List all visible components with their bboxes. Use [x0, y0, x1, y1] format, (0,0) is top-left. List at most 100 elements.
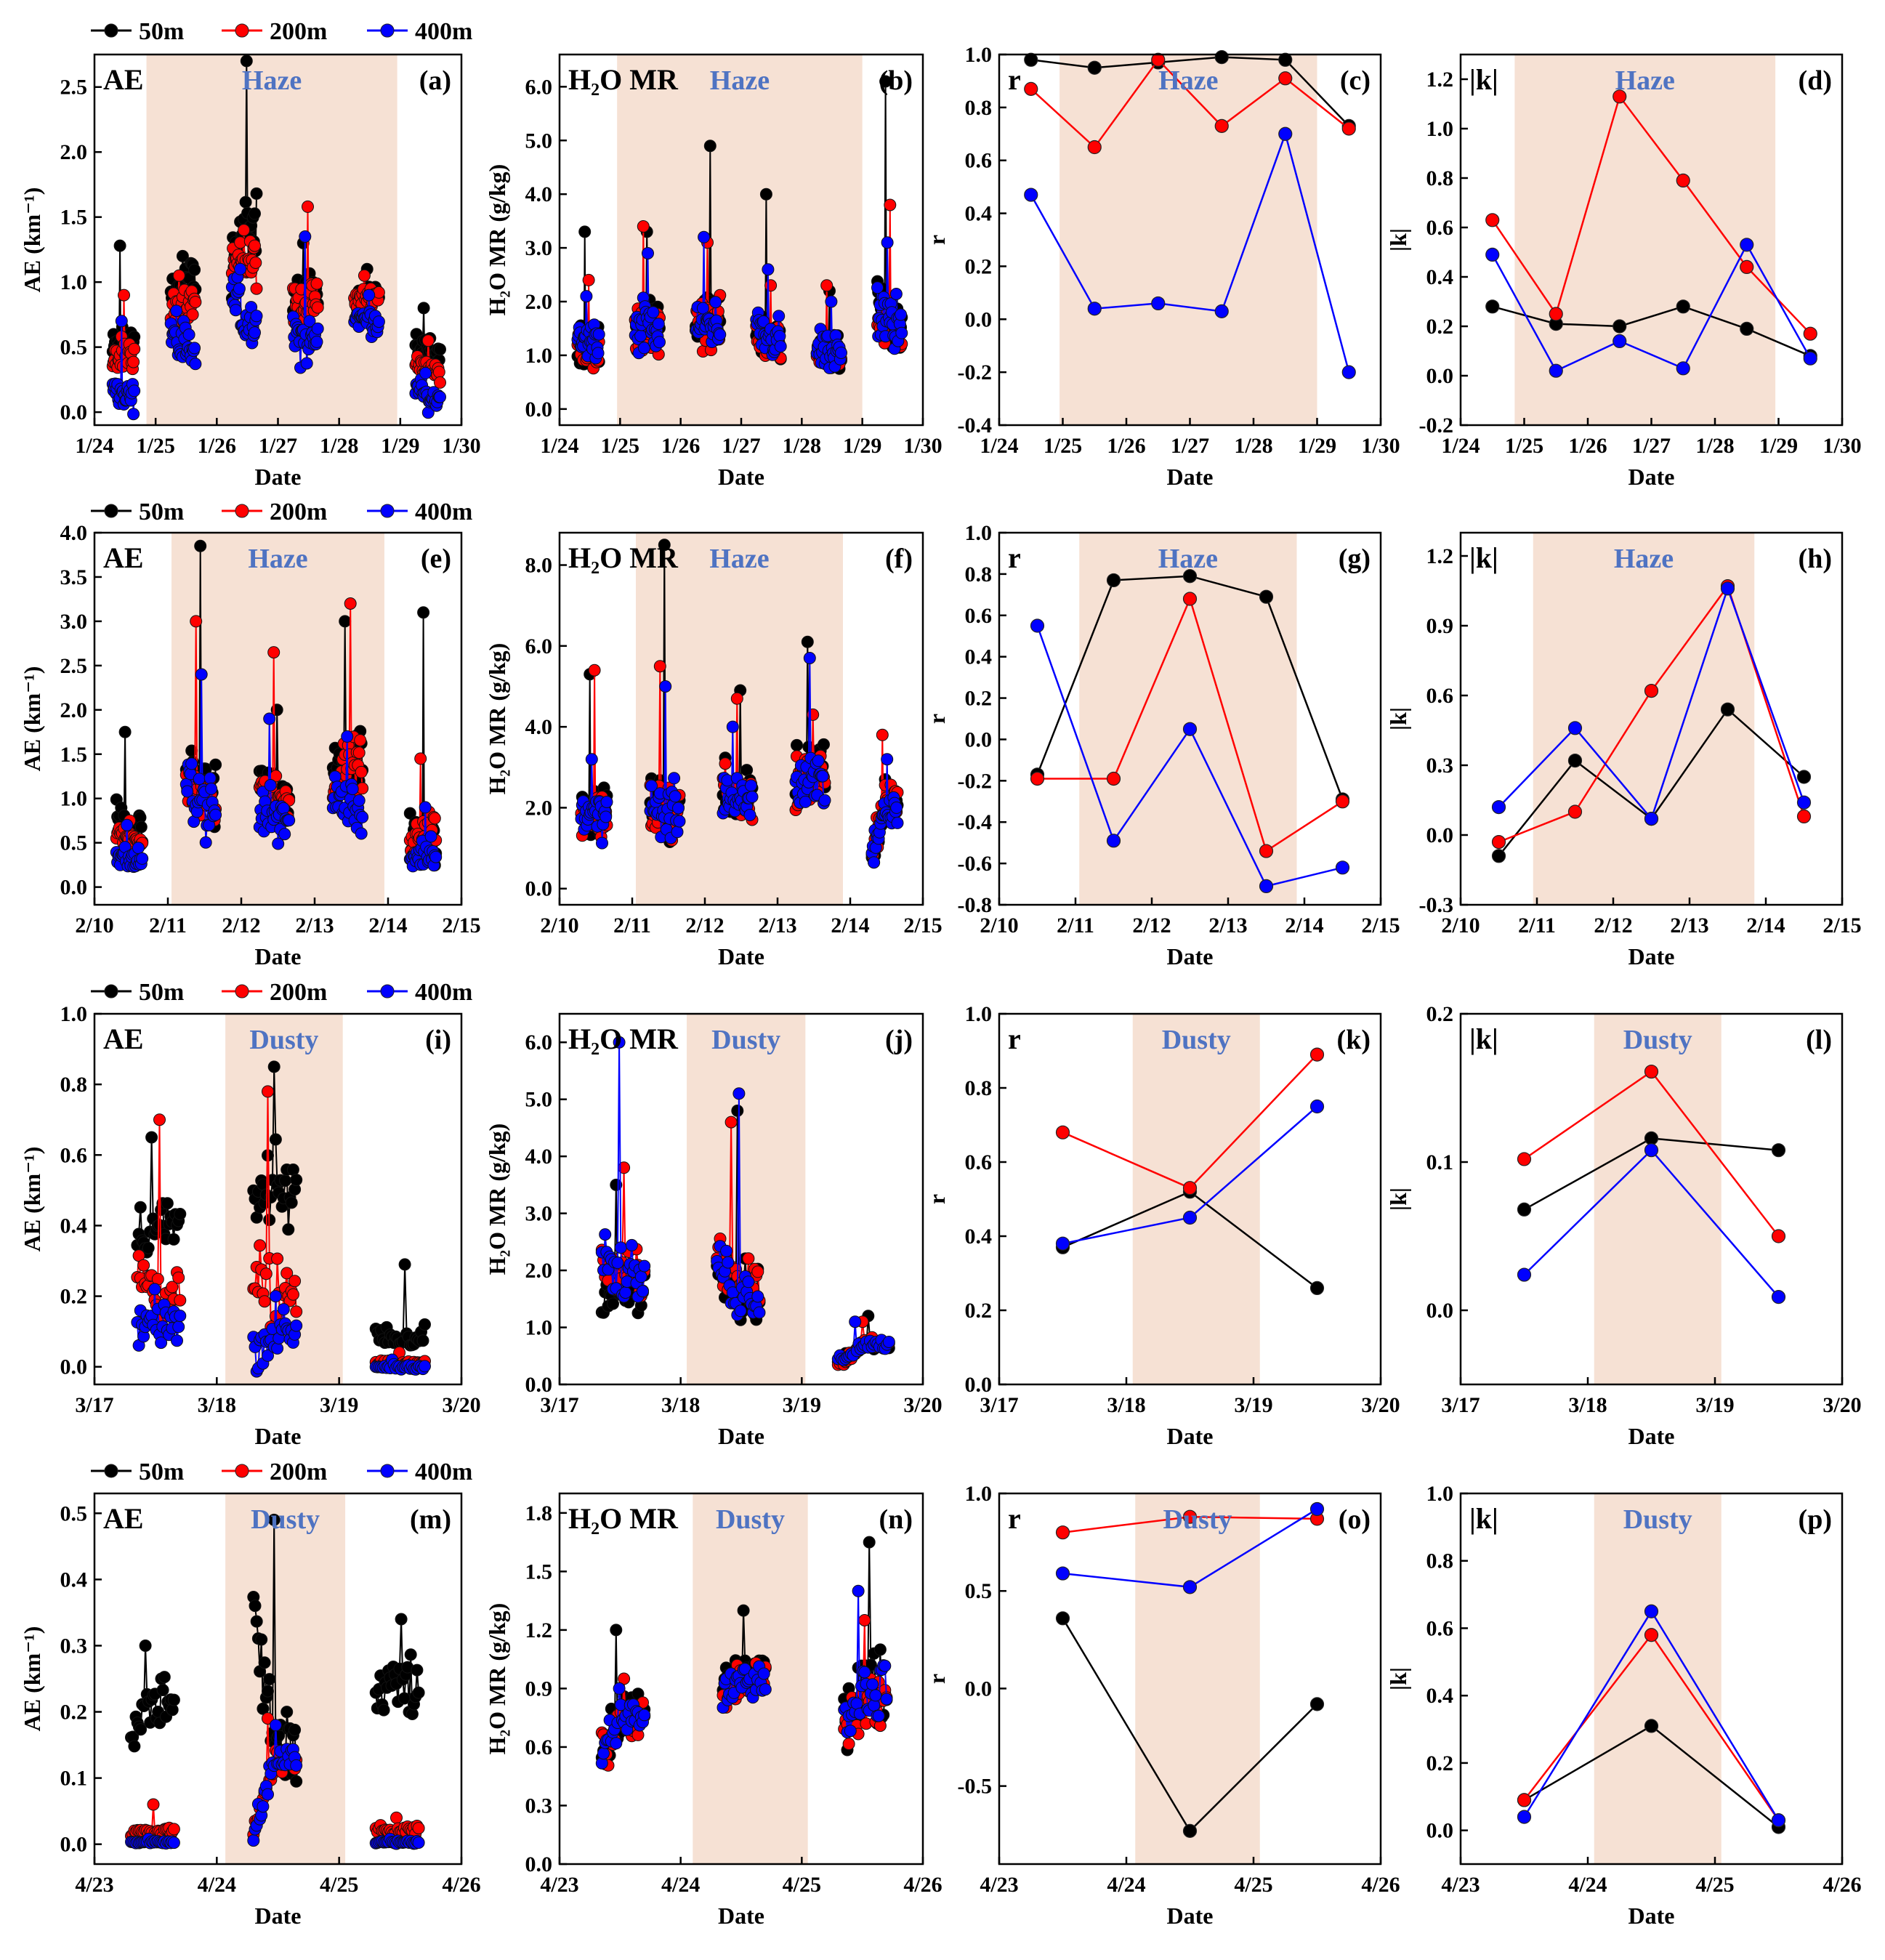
panel-letter: (a) — [419, 65, 451, 96]
point-day3-400m-19 — [866, 1678, 879, 1691]
point-day2-50m-14 — [731, 1104, 744, 1117]
point-day3-400m-22 — [245, 301, 258, 314]
legend-marker-200m — [235, 1464, 249, 1478]
point-day1-400m-28 — [638, 1709, 651, 1722]
point-day3-50m-27 — [411, 1663, 424, 1677]
point-day3-400m-28 — [880, 1693, 893, 1706]
y-axis-title: r — [924, 235, 950, 245]
point-day2-400m-16 — [734, 1304, 747, 1318]
y-tick-label: 0.0 — [965, 307, 993, 331]
point-day3-400m-26 — [249, 326, 261, 339]
point-day2-400m-28 — [189, 358, 202, 371]
x-tick-label: 1/29 — [1759, 434, 1798, 458]
point-day1-200m-28 — [167, 1823, 180, 1836]
legend-row-4: 50m 200m 400m — [91, 1459, 472, 1485]
y-axis-title: AE (km⁻¹) — [19, 1626, 45, 1732]
x-tick-label: 4/26 — [1361, 1873, 1400, 1897]
point-400m-1 — [1517, 1267, 1532, 1282]
point-200m-4 — [1676, 173, 1690, 187]
event-label: Dusty — [1163, 1504, 1232, 1535]
point-day1-200m-27 — [127, 355, 140, 368]
point-day1-400m-12 — [148, 1283, 161, 1296]
x-tick-label: 1/29 — [1298, 434, 1336, 458]
point-day2-400m-7 — [257, 1800, 270, 1813]
point-400m-3 — [1771, 1813, 1786, 1828]
y-tick-label: 3.0 — [525, 1202, 553, 1226]
event-band — [1594, 1493, 1721, 1864]
y-tick-label: 0.0 — [1426, 823, 1454, 847]
y-axis-title: r — [924, 1194, 950, 1204]
point-day3-400m-27 — [879, 1659, 892, 1672]
point-day2-50m-25 — [285, 1196, 298, 1209]
panel-j: 0.01.02.03.04.05.06.03/17 3/18 3/19 3/20Dat… — [484, 1012, 942, 1449]
point-day6-400m-28 — [895, 326, 908, 339]
y-tick-label: 0.0 — [1426, 1819, 1454, 1843]
y-tick-label: 2.0 — [525, 1259, 553, 1283]
y-axis-title: AE (km⁻¹) — [19, 187, 45, 293]
point-day2-400m-10 — [262, 1788, 274, 1801]
point-day3-400m-14 — [858, 1666, 871, 1679]
point-day2-400m-15 — [269, 1719, 282, 1732]
panel-k: 0.00.20.40.60.81.03/17 3/18 3/19 3/20Daterr… — [924, 1002, 1400, 1449]
panel-n: 0.00.30.60.91.21.51.84/23 4/24 4/25 4/26Dat… — [484, 1492, 942, 1929]
y-tick-label: 1.5 — [60, 743, 88, 767]
x-tick-label: 2/11 — [149, 914, 187, 937]
event-label: Haze — [1158, 544, 1218, 574]
point-day2-200m-27 — [751, 1265, 764, 1278]
x-tick-label: 3/19 — [783, 1393, 821, 1417]
x-axis-title: Date — [1167, 464, 1214, 490]
x-tick-label: 1/28 — [1695, 434, 1734, 458]
point-day3-400m-28 — [882, 1336, 895, 1348]
point-day1-50m-3 — [134, 1201, 147, 1214]
x-tick-label: 4/25 — [1695, 1873, 1734, 1897]
point-day5-400m-17 — [825, 295, 838, 308]
y-tick-label: 1.0 — [525, 344, 553, 368]
event-label: Dusty — [716, 1504, 785, 1535]
y-tick-label: 3.0 — [525, 236, 553, 260]
point-day1-200m-15 — [582, 273, 595, 286]
y-tick-label: 0.6 — [965, 1150, 993, 1174]
x-tick-label: 3/20 — [442, 1393, 480, 1417]
y-axis-title: |k| — [1385, 228, 1411, 251]
y-tick-label: 0.6 — [965, 604, 993, 628]
point-200m-1 — [1055, 1125, 1070, 1140]
point-day1-50m-10 — [118, 725, 132, 738]
event-band — [1132, 1014, 1260, 1384]
point-day2-200m-16 — [271, 1252, 284, 1265]
event-label: Haze — [242, 65, 302, 96]
x-axis-title: Date — [718, 1423, 764, 1449]
point-day1-50m-28 — [174, 1208, 187, 1220]
point-day3-400m-5 — [229, 304, 242, 317]
point-day3-400m-28 — [746, 791, 759, 803]
y-tick-label: 0.0 — [60, 876, 88, 900]
point-day2-400m-24 — [669, 790, 682, 803]
x-tick-label: 2/15 — [903, 914, 942, 937]
y-tick-label: 0.2 — [965, 254, 993, 278]
point-400m-1 — [1491, 799, 1506, 815]
point-400m-6 — [1803, 351, 1817, 366]
y-tick-label: 0.8 — [60, 1073, 88, 1097]
x-tick-label: 1/27 — [259, 434, 297, 458]
y-tick-label: 3.5 — [60, 565, 88, 589]
y-tick-label: 1.2 — [1426, 68, 1454, 92]
point-day1-400m-12 — [121, 818, 134, 831]
x-tick-label: 1/29 — [843, 434, 881, 458]
event-band — [1059, 55, 1317, 425]
y-tick-label: 0.0 — [60, 400, 88, 424]
y-tick-label: 0.5 — [60, 1501, 88, 1525]
event-label: Haze — [1615, 65, 1675, 96]
y-tick-label: 0.3 — [1426, 754, 1454, 778]
x-tick-label: 2/15 — [1823, 914, 1861, 937]
point-day6-200m-27 — [432, 366, 445, 379]
y-tick-label: 0.8 — [965, 96, 993, 120]
y-axis-title: H₂O MR (g/kg) — [484, 1603, 510, 1755]
x-tick-label: 2/14 — [368, 914, 407, 937]
x-tick-label: 4/23 — [540, 1873, 578, 1897]
point-200m-1 — [1517, 1152, 1532, 1166]
y-tick-label: 0.4 — [965, 645, 993, 669]
point-day2-400m-28 — [290, 1759, 303, 1772]
y-tick-label: 0.0 — [60, 1833, 88, 1857]
x-axis-title: Date — [1167, 943, 1214, 969]
point-day1-400m-3 — [599, 1228, 612, 1241]
point-day5-400m-23 — [424, 830, 437, 843]
